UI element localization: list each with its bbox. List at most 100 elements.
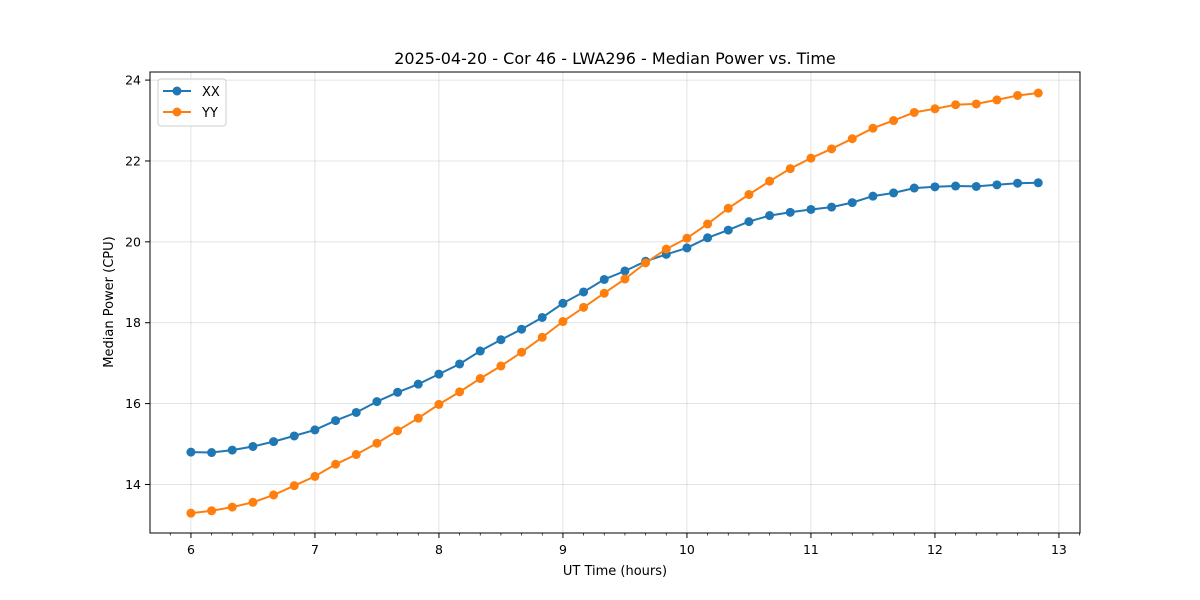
y-tick-label: 24 xyxy=(125,73,141,88)
series-xx-point xyxy=(889,188,899,198)
x-tick-label: 11 xyxy=(803,542,819,557)
series-xx-point xyxy=(744,217,754,227)
series-xx-point xyxy=(248,441,258,451)
series-yy-point xyxy=(785,164,795,174)
series-yy-point xyxy=(868,123,878,133)
series-xx-point xyxy=(1033,178,1043,188)
series-xx-point xyxy=(785,207,795,217)
series-yy-point xyxy=(186,508,196,518)
series-layer xyxy=(186,88,1043,518)
x-tick-label: 6 xyxy=(187,542,195,557)
series-xx-point xyxy=(455,359,465,369)
series-xx-point xyxy=(579,287,589,297)
series-yy-point xyxy=(827,144,837,154)
series-xx-point xyxy=(909,183,919,193)
series-yy-point xyxy=(579,302,589,312)
series-xx-point xyxy=(847,198,857,208)
series-yy-point xyxy=(744,190,754,200)
series-yy-point xyxy=(1013,90,1023,100)
x-tick-label: 10 xyxy=(679,542,695,557)
series-yy-point xyxy=(434,399,444,409)
series-yy-point xyxy=(930,104,940,114)
series-xx-point xyxy=(620,266,630,276)
series-xx-point xyxy=(475,346,485,356)
series-xx-point xyxy=(806,204,816,214)
series-xx-point xyxy=(269,437,279,447)
series-xx-point xyxy=(682,243,692,253)
series-yy-point xyxy=(599,288,609,298)
series-xx-point xyxy=(723,225,733,235)
legend-label-xx: XX xyxy=(202,85,220,100)
series-yy-point xyxy=(310,471,320,481)
x-tick-label: 7 xyxy=(311,542,319,557)
series-xx-point xyxy=(537,312,547,322)
y-tick-label: 18 xyxy=(125,315,141,330)
series-yy-point xyxy=(951,100,961,110)
x-axis-label: UT Time (hours) xyxy=(563,564,667,579)
series-yy-point xyxy=(558,317,568,327)
legend-swatch-xx-marker xyxy=(172,86,182,96)
series-yy-point xyxy=(207,506,217,516)
series-yy-point xyxy=(372,438,382,448)
series-yy-point xyxy=(765,176,775,186)
series-xx-point xyxy=(703,233,713,243)
series-xx-point xyxy=(310,425,320,435)
series-xx-point xyxy=(951,181,961,191)
x-tick-label: 9 xyxy=(559,542,567,557)
series-yy-point xyxy=(992,95,1002,105)
series-yy-point xyxy=(351,450,361,460)
series-xx-point xyxy=(517,324,527,334)
x-tick-label: 12 xyxy=(927,542,943,557)
series-yy-point xyxy=(703,219,713,229)
series-yy-point xyxy=(806,153,816,163)
series-yy-point xyxy=(537,332,547,342)
series-xx-point xyxy=(971,181,981,191)
series-xx-point xyxy=(765,211,775,221)
x-tick-label: 8 xyxy=(435,542,443,557)
series-yy-point xyxy=(723,203,733,213)
series-yy-point xyxy=(475,374,485,384)
series-xx-point xyxy=(1013,178,1023,188)
series-xx-point xyxy=(827,202,837,212)
chart-title: 2025-04-20 - Cor 46 - LWA296 - Median Po… xyxy=(394,49,836,68)
series-yy-point xyxy=(620,274,630,284)
y-tick-label: 16 xyxy=(125,396,141,411)
series-xx-point xyxy=(289,431,299,441)
series-yy-point xyxy=(661,244,671,254)
y-tick-label: 22 xyxy=(125,153,141,168)
series-yy-point xyxy=(331,459,341,469)
series-yy-point xyxy=(455,387,465,397)
series-yy-point xyxy=(517,347,527,357)
series-xx-point xyxy=(351,407,361,417)
y-axis-label: Median Power (CPU) xyxy=(102,236,117,367)
series-xx-point xyxy=(992,180,1002,190)
series-yy-point xyxy=(682,233,692,243)
series-xx-point xyxy=(930,182,940,192)
plot-area-frame xyxy=(149,71,1081,534)
series-yy-point xyxy=(1033,88,1043,98)
series-xx-point xyxy=(207,448,217,458)
series-yy-point xyxy=(289,481,299,491)
series-yy-point xyxy=(393,426,403,436)
legend-label-yy: YY xyxy=(201,106,218,121)
series-yy-point xyxy=(847,134,857,144)
series-yy-point xyxy=(496,361,506,371)
series-xx-point xyxy=(227,445,237,455)
series-yy-point xyxy=(269,490,279,500)
series-xx-point xyxy=(186,447,196,457)
series-xx-point xyxy=(496,335,506,345)
series-xx-point xyxy=(558,298,568,308)
series-yy-point xyxy=(889,116,899,126)
legend: XX YY xyxy=(157,78,227,127)
series-yy-point xyxy=(641,258,651,268)
legend-swatch-yy-marker xyxy=(172,107,182,117)
series-yy-point xyxy=(227,502,237,512)
series-xx-point xyxy=(372,397,382,407)
series-xx-point xyxy=(413,379,423,389)
series-xx-point xyxy=(599,274,609,284)
series-yy-point xyxy=(909,107,919,117)
y-axis: 14 16 18 20 22 24 xyxy=(125,73,150,492)
grid-layer xyxy=(150,72,1080,533)
series-yy-point xyxy=(971,99,981,109)
